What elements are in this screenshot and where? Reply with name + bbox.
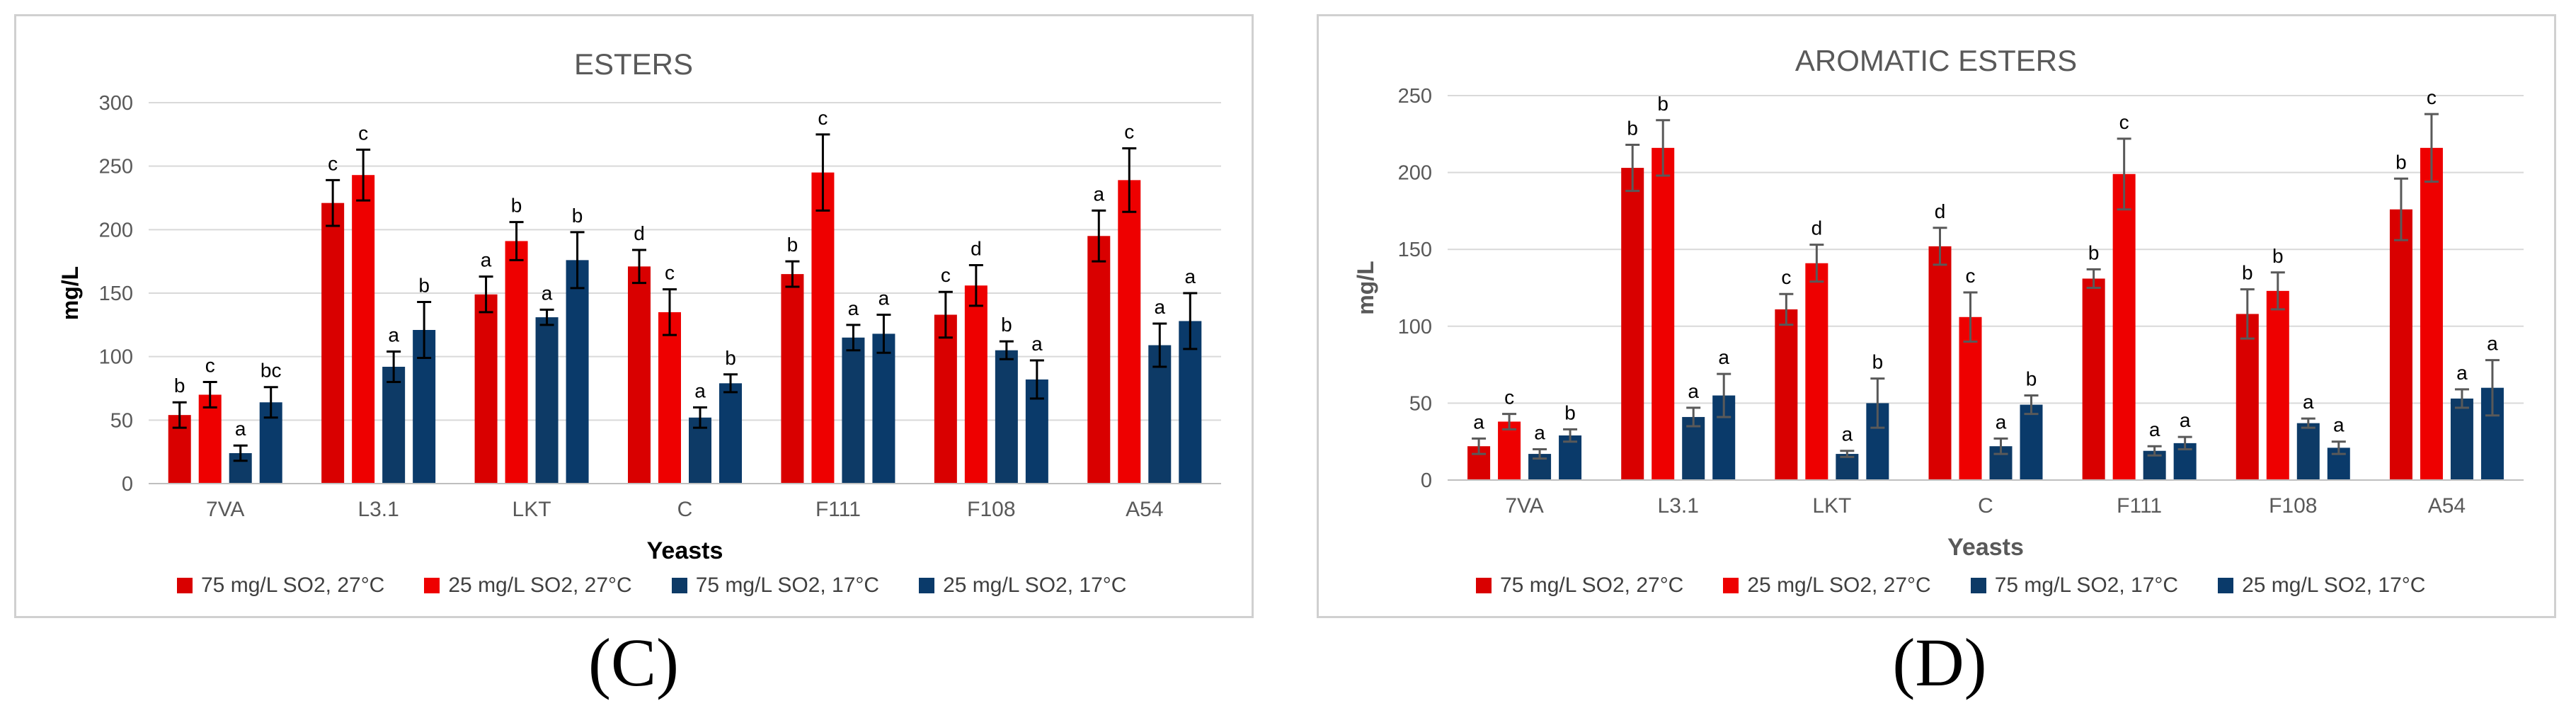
bar <box>1805 263 1828 480</box>
legend-item: 25 mg/L SO2, 27°C <box>1723 574 1930 598</box>
significance-letter: a <box>2180 409 2191 431</box>
significance-letter: b <box>1564 401 1576 423</box>
x-tick-label: C <box>1978 494 1993 518</box>
aromatic-esters-legend: 75 mg/L SO2, 27°C 25 mg/L SO2, 27°C 75 mg/… <box>1476 574 2425 598</box>
significance-letter: d <box>1935 200 1946 222</box>
significance-letter: c <box>1966 265 1976 287</box>
significance-letter: c <box>1504 387 1514 409</box>
significance-letter: a <box>1842 423 1853 445</box>
bar <box>2113 174 2136 480</box>
significance-letter: a <box>1534 422 1545 444</box>
significance-letter: a <box>1718 346 1729 368</box>
bar <box>2267 291 2289 480</box>
significance-letter: b <box>2272 245 2284 267</box>
bar <box>2083 278 2105 480</box>
significance-letter: a <box>1688 380 1699 402</box>
significance-letter: b <box>2026 368 2037 390</box>
significance-letter: b <box>1872 351 1884 373</box>
significance-letter: c <box>1781 266 1791 288</box>
bar <box>1929 246 1952 480</box>
significance-letter: b <box>1657 93 1668 115</box>
legend-label: 25 mg/L SO2, 17°C <box>2242 574 2425 598</box>
legend-label: 75 mg/L SO2, 27°C <box>1500 574 1683 598</box>
x-tick-label: LKT <box>1812 494 1851 518</box>
significance-letter: a <box>1473 411 1484 433</box>
y-axis-label: mg/L <box>1353 261 1378 314</box>
significance-letter: b <box>2395 151 2407 173</box>
bar <box>1651 148 1674 480</box>
aromatic-esters-chart: AROMATIC ESTERS050100150200250mg/Lacab7V… <box>0 0 2576 713</box>
x-axis-label: Yeasts <box>1947 534 2024 561</box>
bar <box>2451 399 2473 480</box>
legend-swatch <box>1476 578 1492 593</box>
bar <box>1621 168 1644 480</box>
legend-item: 75 mg/L SO2, 27°C <box>1476 574 1683 598</box>
x-tick-label: A54 <box>2428 494 2466 518</box>
legend-item: 75 mg/L SO2, 17°C <box>1971 574 2178 598</box>
x-tick-label: L3.1 <box>1658 494 1699 518</box>
bar <box>2390 210 2412 480</box>
aromatic-esters-panel-label: (D) <box>1833 623 2046 702</box>
y-tick-label: 200 <box>1398 162 1432 185</box>
y-tick-label: 250 <box>1398 85 1432 108</box>
bar <box>2297 423 2320 480</box>
bar <box>1498 421 1521 480</box>
x-tick-label: F111 <box>2117 494 2162 518</box>
significance-letter: c <box>2427 86 2437 108</box>
y-tick-label: 50 <box>1409 392 1432 415</box>
significance-letter: a <box>1996 411 2007 433</box>
bar <box>1775 309 1797 480</box>
significance-letter: d <box>1811 217 1823 239</box>
bar <box>2020 405 2043 480</box>
significance-letter: b <box>2088 241 2100 263</box>
y-tick-label: 150 <box>1398 239 1432 261</box>
significance-letter: b <box>2242 262 2253 284</box>
x-tick-label: 7VA <box>1505 494 1543 518</box>
legend-swatch <box>1971 578 1986 593</box>
legend-label: 75 mg/L SO2, 17°C <box>1995 574 2178 598</box>
significance-letter: a <box>2456 362 2468 384</box>
significance-letter: a <box>2149 418 2160 440</box>
significance-letter: c <box>2119 111 2129 133</box>
y-tick-label: 100 <box>1398 316 1432 338</box>
significance-letter: a <box>2303 391 2314 413</box>
bar <box>2420 148 2443 480</box>
significance-letter: a <box>2333 414 2345 436</box>
y-tick-label: 0 <box>1421 469 1432 492</box>
legend-label: 25 mg/L SO2, 27°C <box>1747 574 1930 598</box>
legend-item: 25 mg/L SO2, 17°C <box>2218 574 2425 598</box>
significance-letter: b <box>1627 118 1638 139</box>
legend-swatch <box>1723 578 1739 593</box>
x-tick-label: F108 <box>2269 494 2317 518</box>
legend-swatch <box>2218 578 2233 593</box>
significance-letter: a <box>2487 333 2498 355</box>
chart-title: AROMATIC ESTERS <box>1795 44 2077 77</box>
